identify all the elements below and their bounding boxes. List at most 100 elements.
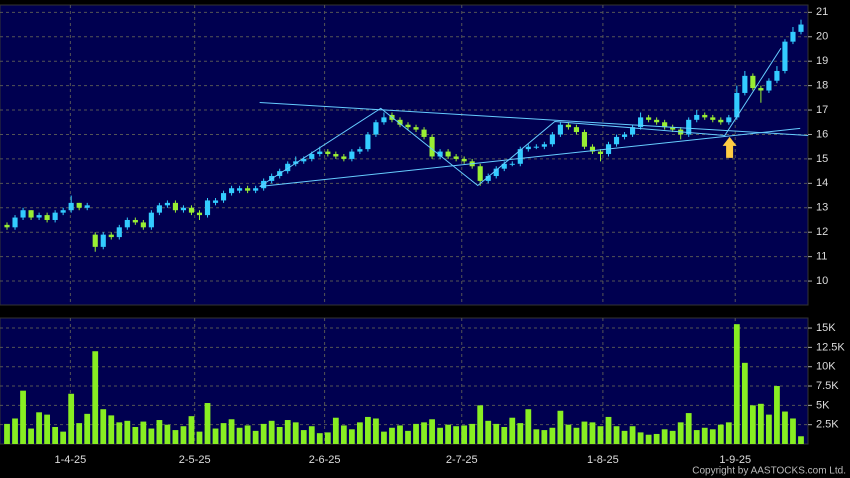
volume-bar: [316, 433, 323, 444]
volume-bar: [220, 423, 227, 444]
volume-bar: [749, 405, 756, 444]
volume-bar: [589, 422, 596, 444]
candle-body: [309, 154, 315, 159]
volume-bar: [236, 427, 243, 444]
candle-body: [421, 129, 427, 137]
candle-body: [229, 188, 235, 194]
volume-bar: [621, 430, 628, 444]
volume-bar: [132, 426, 139, 444]
candle-body: [148, 212, 154, 228]
candle-body: [12, 217, 18, 228]
volume-bar: [397, 425, 403, 444]
candle-body: [108, 234, 114, 238]
x-tick-label: 1-4-25: [54, 454, 86, 466]
volume-bar: [100, 409, 107, 444]
volume-bar: [20, 390, 26, 444]
volume-bar: [437, 427, 443, 444]
candle-body: [52, 212, 58, 220]
candle-body: [734, 92, 740, 118]
candle-body: [493, 168, 499, 177]
y-tick-label: 7.5K: [816, 380, 839, 392]
volume-bar: [493, 423, 500, 444]
candle-body: [413, 127, 419, 130]
candle-body: [204, 200, 211, 216]
candle-body: [92, 234, 98, 247]
candle-body: [405, 124, 411, 128]
candle-body: [798, 24, 804, 32]
volume-bar: [4, 423, 10, 444]
volume-bar: [28, 428, 34, 444]
volume-bar: [413, 423, 419, 444]
candle-body: [549, 134, 555, 145]
candle-body: [293, 161, 299, 164]
candle-body: [116, 227, 122, 238]
volume-bar: [188, 416, 195, 444]
candle-body: [381, 117, 387, 123]
volume-bar: [733, 324, 740, 444]
candle-body: [485, 176, 491, 181]
candle-body: [710, 117, 716, 120]
candle-body: [76, 202, 82, 208]
trendline: [259, 101, 809, 136]
y-tick-label: 10K: [816, 361, 836, 373]
volume-bar: [709, 429, 716, 444]
volume-bar: [228, 419, 235, 444]
volume-bar: [549, 427, 556, 444]
candle-body: [686, 119, 692, 135]
candle-body: [437, 151, 443, 157]
x-tick-label: 2-6-25: [309, 454, 341, 466]
volume-bar: [533, 429, 540, 444]
volume-bar: [308, 426, 315, 444]
volume-bar: [565, 424, 572, 444]
volume-panel: [0, 317, 809, 445]
candle-body: [253, 188, 259, 191]
candle-body: [349, 151, 355, 159]
volume-bar: [44, 414, 50, 444]
trendline: [259, 47, 782, 187]
volume-bar: [252, 430, 259, 444]
volume-bar: [517, 423, 524, 444]
candle-body: [670, 127, 676, 130]
candle-body: [261, 180, 267, 189]
volume-bar: [717, 424, 724, 444]
candle-body: [28, 210, 34, 218]
volume-bar: [52, 426, 59, 444]
candle-body: [694, 114, 700, 120]
candle-body: [621, 134, 628, 137]
volume-bar: [156, 420, 163, 444]
candle-body: [790, 31, 796, 42]
volume-bar: [661, 429, 668, 444]
volume-bar: [36, 412, 42, 444]
candle-body: [325, 151, 331, 155]
candle-body: [156, 205, 162, 213]
candle-body: [44, 215, 50, 220]
volume-bar: [84, 413, 91, 444]
candle-body: [245, 188, 251, 191]
volume-bar: [108, 415, 115, 444]
y-tick-label: 13: [816, 202, 828, 214]
volume-bar: [725, 422, 732, 444]
candle-body: [445, 151, 451, 157]
y-tick-label: 20: [816, 31, 828, 43]
candle-body: [317, 151, 323, 155]
volume-bar: [581, 421, 588, 444]
candle-body: [509, 163, 515, 165]
volume-bar: [12, 418, 18, 444]
volume-bar: [180, 426, 187, 444]
candle-body: [477, 166, 483, 181]
volume-bar: [798, 436, 804, 444]
candle-body: [541, 144, 547, 147]
volume-bar: [300, 430, 307, 444]
candle-body: [702, 114, 708, 118]
candle-body: [758, 88, 764, 91]
candle-body: [357, 149, 363, 152]
candle-body: [172, 202, 178, 211]
volume-bar: [340, 425, 347, 444]
candle-body: [180, 207, 187, 211]
candle-body: [212, 200, 219, 203]
volume-bar: [60, 431, 67, 444]
x-tick-label: 2-7-25: [446, 454, 478, 466]
candle-body: [461, 158, 467, 162]
volume-bar: [405, 430, 411, 444]
volume-bar: [389, 427, 395, 444]
